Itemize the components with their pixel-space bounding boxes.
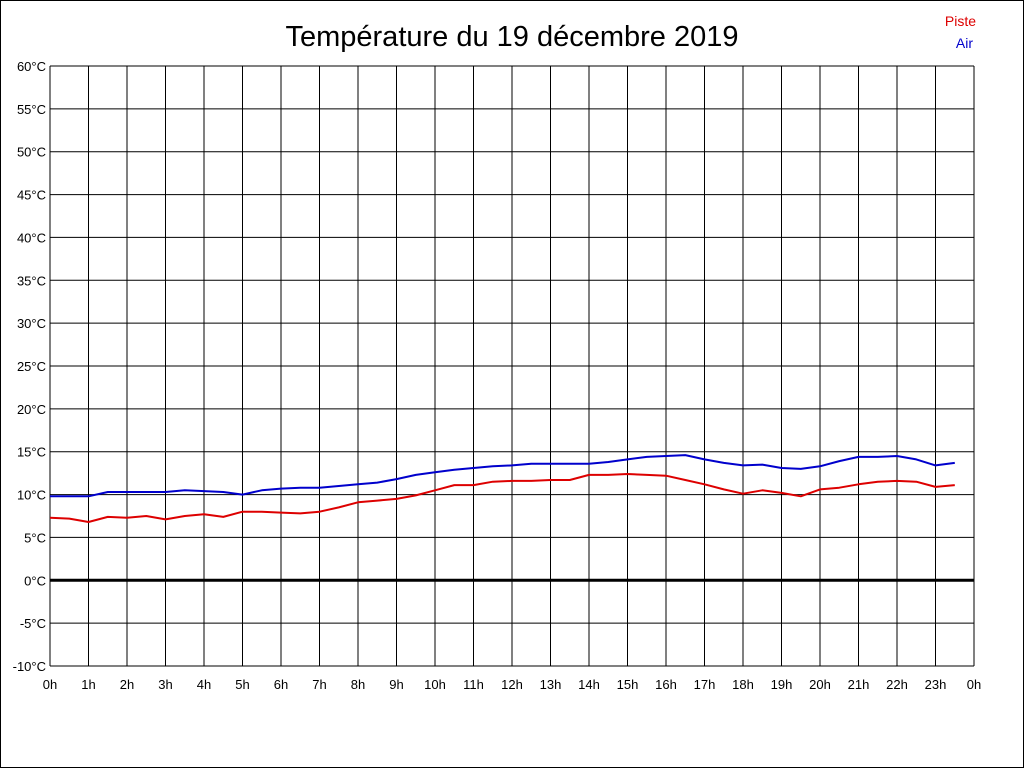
x-tick-label: 22h xyxy=(886,677,908,692)
y-tick-label: 60°C xyxy=(17,59,46,74)
y-tick-label: 50°C xyxy=(17,145,46,160)
x-tick-label: 2h xyxy=(120,677,134,692)
x-tick-label: 17h xyxy=(694,677,716,692)
y-tick-label: 55°C xyxy=(17,102,46,117)
x-tick-label: 19h xyxy=(771,677,793,692)
x-tick-label: 13h xyxy=(540,677,562,692)
x-tick-label: 4h xyxy=(197,677,211,692)
legend-piste: Piste xyxy=(945,13,976,29)
series-lines xyxy=(49,454,955,523)
y-tick-label: 25°C xyxy=(17,359,46,374)
y-tick-label: -10°C xyxy=(13,659,46,674)
x-tick-labels: 0h 1h 2h 3h 4h 5h 6h 7h 8h 9h 10h 11h 12h 13h 14h 15h 16… xyxy=(43,677,981,692)
x-tick-label: 1h xyxy=(81,677,95,692)
x-tick-label: 14h xyxy=(578,677,600,692)
x-tick-label: 20h xyxy=(809,677,831,692)
series-line-piste xyxy=(49,473,955,523)
x-tick-label: 12h xyxy=(501,677,523,692)
x-tick-label: 6h xyxy=(274,677,288,692)
x-tick-label: 7h xyxy=(312,677,326,692)
x-tick-label: 11h xyxy=(463,677,484,692)
x-tick-label: 16h xyxy=(655,677,677,692)
y-tick-label: 40°C xyxy=(17,230,46,245)
grid xyxy=(49,65,975,667)
x-tick-label: 5h xyxy=(235,677,249,692)
y-tick-label: 15°C xyxy=(17,445,46,460)
x-tick-label: 10h xyxy=(424,677,446,692)
y-tick-label: 45°C xyxy=(17,188,46,203)
x-tick-label: 0h xyxy=(967,677,981,692)
x-tick-label: 15h xyxy=(617,677,639,692)
x-tick-label: 18h xyxy=(732,677,754,692)
y-tick-label: 35°C xyxy=(17,273,46,288)
y-tick-label: 0°C xyxy=(24,573,46,588)
y-tick-label: 10°C xyxy=(17,488,46,503)
y-tick-label: 30°C xyxy=(17,316,46,331)
x-tick-label: 23h xyxy=(925,677,947,692)
y-tick-labels: 60°C 55°C 50°C 45°C 40°C 35°C 30°C 25°C 20°C 15°C… xyxy=(13,59,46,674)
x-tick-label: 21h xyxy=(848,677,870,692)
y-tick-label: 20°C xyxy=(17,402,46,417)
chart-title: Température du 19 décembre 2019 xyxy=(285,21,738,53)
y-tick-label: -5°C xyxy=(20,616,46,631)
legend-air: Air xyxy=(956,35,973,51)
x-tick-label: 3h xyxy=(158,677,172,692)
series-line-air xyxy=(50,454,955,498)
y-tick-label: 5°C xyxy=(24,530,46,545)
x-tick-label: 9h xyxy=(389,677,403,692)
x-tick-label: 8h xyxy=(351,677,365,692)
x-tick-label: 0h xyxy=(43,677,57,692)
